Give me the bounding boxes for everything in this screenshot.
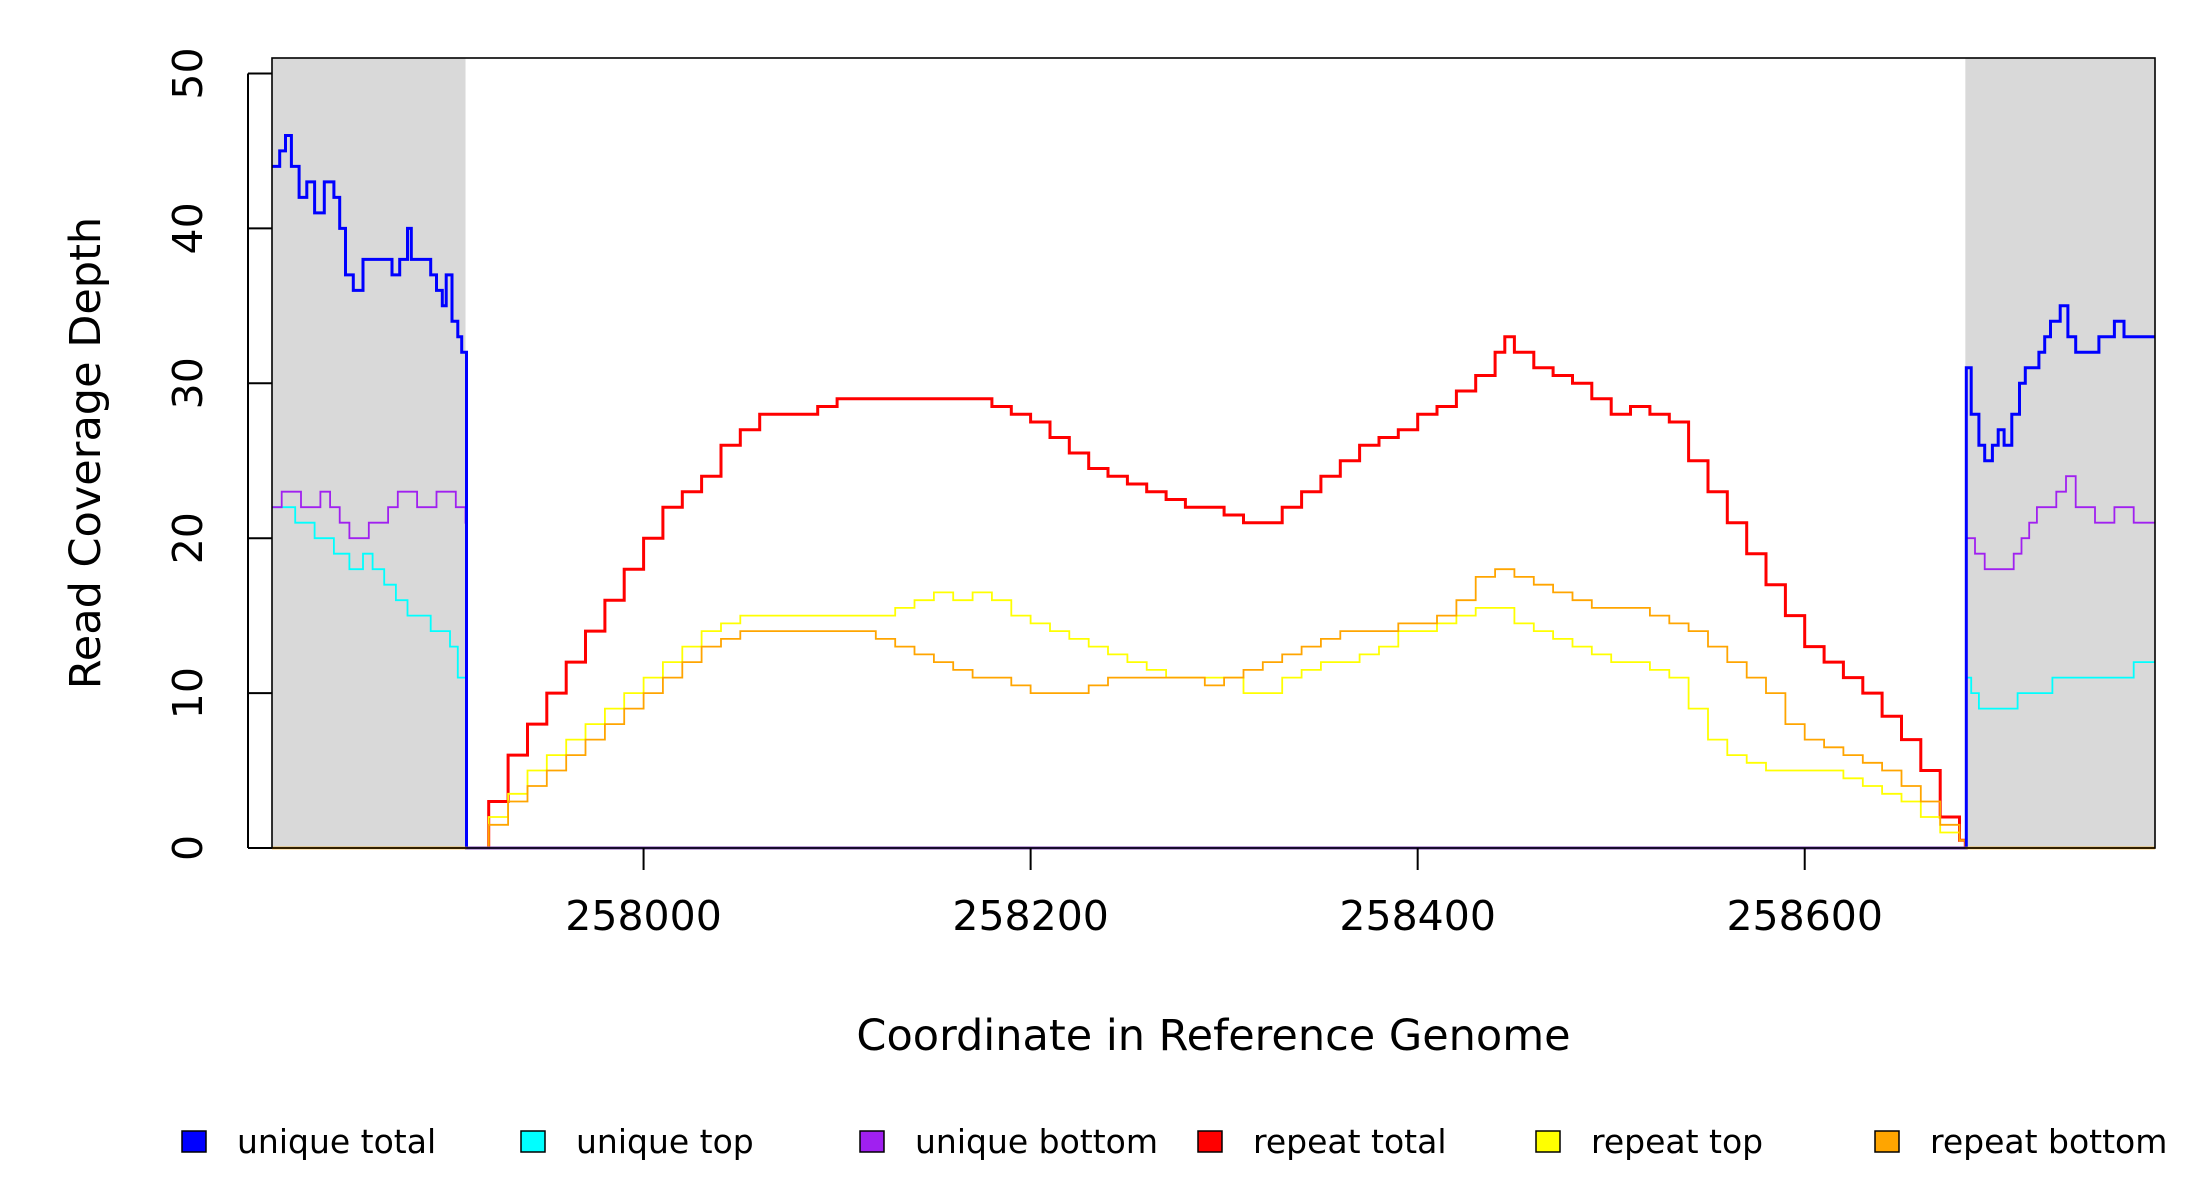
- y-axis-title: Read Coverage Depth: [61, 217, 111, 689]
- legend-swatch-unique-bottom: [859, 1130, 885, 1153]
- series-line-unique-total: [272, 134, 2155, 850]
- y-tick-label: 0: [164, 835, 212, 861]
- series-line-repeat-total: [465, 335, 1967, 850]
- x-tick-label: 258200: [952, 892, 1109, 940]
- legend-label-repeat-top: repeat top: [1591, 1122, 1763, 1161]
- y-axis: 0 10 20 30 40 50: [164, 47, 272, 861]
- y-tick-label: 50: [164, 47, 212, 99]
- legend-label-unique-top: unique top: [576, 1122, 754, 1161]
- y-tick-label: 10: [164, 667, 212, 719]
- x-tick-label: 258400: [1339, 892, 1496, 940]
- legend-label-unique-bottom: unique bottom: [915, 1122, 1158, 1161]
- y-tick-label: 30: [164, 357, 212, 409]
- legend-label-repeat-bottom: repeat bottom: [1930, 1122, 2167, 1161]
- series-lines: [272, 134, 2155, 850]
- shaded-region-1: [1965, 58, 2155, 848]
- shaded-regions: [272, 58, 2155, 848]
- legend-label-repeat-total: repeat total: [1253, 1122, 1447, 1161]
- legend: unique total unique top unique bottom repea…: [181, 1122, 2167, 1161]
- x-axis: 258000 258200 258400 258600: [565, 848, 1883, 940]
- legend-label-unique-total: unique total: [237, 1122, 436, 1161]
- plot-frame: [271, 57, 2156, 849]
- shaded-region-0: [272, 58, 466, 848]
- series-line-repeat-bottom: [465, 568, 1967, 849]
- legend-swatch-unique-top: [520, 1130, 546, 1153]
- y-tick-label: 40: [164, 202, 212, 254]
- x-tick-label: 258000: [565, 892, 722, 940]
- series-line-repeat-top: [465, 591, 1967, 849]
- legend-swatch-repeat-top: [1535, 1130, 1561, 1153]
- legend-swatch-repeat-total: [1197, 1130, 1223, 1153]
- series-line-unique-bottom: [272, 475, 2155, 849]
- legend-swatch-unique-total: [181, 1130, 207, 1153]
- y-tick-label: 20: [164, 512, 212, 564]
- x-axis-title: Coordinate in Reference Genome: [856, 1011, 1570, 1061]
- series-line-unique-top: [272, 506, 2155, 849]
- legend-swatch-repeat-bottom: [1874, 1130, 1900, 1153]
- x-tick-label: 258600: [1726, 892, 1883, 940]
